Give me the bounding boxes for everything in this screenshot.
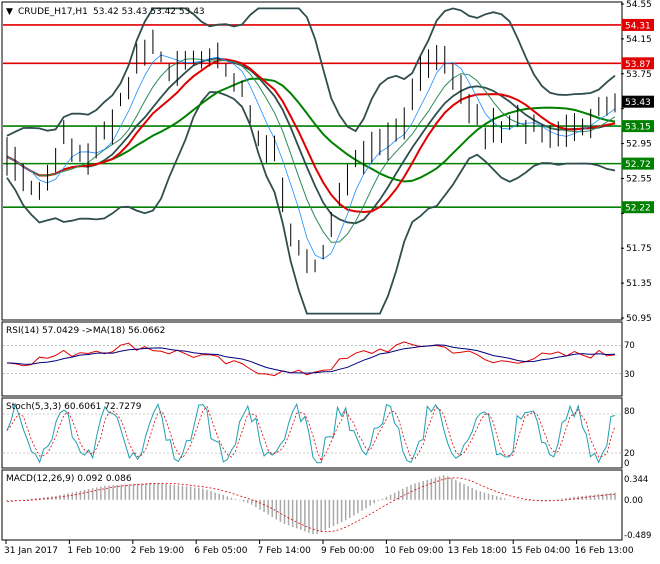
time-tick-label: 10 Feb 09:00 [384,546,443,556]
level-label-0: 54.31 [625,21,651,31]
time-axis: 31 Jan 2017 1 Feb 10:00 2 Feb 19:00 6 Feb 0… [4,540,634,556]
level-tag-0 [622,18,654,31]
last-price-label: 53.43 [625,98,651,108]
level-label-4: 52.22 [625,204,651,214]
level-tag-4 [622,201,654,214]
level-tag-3 [622,157,654,170]
stoch-plot [3,402,621,464]
price-tick-label: 54.15 [626,35,652,45]
time-tick-label: 9 Feb 00:00 [321,546,375,556]
price-axis: 54.55 54.15 53.75 52.95 52.55 51.75 51.35 50.95 [621,0,652,324]
price-tick-label: 51.75 [626,244,652,254]
rsi-plot [3,341,621,377]
last-price-tag [622,95,654,108]
level-label-1: 53.87 [625,60,651,70]
price-tick-label: 54.55 [626,0,652,10]
stoch-level-0: 0 [624,459,629,469]
macd-level-bottom: -0.489 [624,531,651,541]
chart-symbol: CRUDE_H17,H1 [18,7,88,17]
macd-plot [6,475,616,535]
price-plot: 54.31 53.87 53.15 52.72 52.22 53.43 [3,7,654,315]
ohlc-readout: 53.42 53.43 53.42 53.43 [93,7,205,17]
price-tick-label: 52.55 [626,174,652,184]
ma-fast-line [6,58,616,214]
stoch-k-line [6,402,616,464]
time-tick-label: 16 Feb 13:00 [575,546,634,556]
time-tick-label: 2 Feb 19:00 [131,546,185,556]
macd-level-zero: 0.00 [624,496,643,506]
price-tick-label: 50.95 [626,314,652,324]
stoch-level-20: 20 [624,449,635,459]
rsi-label: RSI(14) 57.0429 ->MA(18) 56.0662 [6,326,165,336]
middle-band [6,57,616,225]
stoch-label: Stoch(5,3,3) 60.6061 72.7279 [6,402,142,412]
macd-level-top: 0.344 [624,475,648,485]
time-tick-label: 6 Feb 05:00 [194,546,248,556]
rsi-ma-line [6,344,616,374]
rsi-level-30: 30 [624,370,635,380]
stoch-level-80: 80 [624,407,635,417]
time-tick-label: 1 Feb 10:00 [67,546,121,556]
level-label-3: 52.72 [625,160,651,170]
time-tick-label: 15 Feb 04:00 [511,546,570,556]
upper-band [6,7,616,137]
rsi-level-70: 70 [624,341,635,351]
price-tick-label: 52.95 [626,140,652,150]
price-tick-label: 51.35 [626,279,652,289]
time-tick-label: 31 Jan 2017 [4,546,58,556]
level-label-2: 53.15 [625,123,651,133]
ma-mid-line [6,58,616,243]
macd-panel [1,469,623,541]
rsi-panel [1,321,623,397]
lower-band [6,91,616,315]
macd-label: MACD(12,26,9) 0.092 0.086 [6,474,132,484]
level-tag-2 [622,120,654,133]
collapse-triangle-icon[interactable]: ▼ [6,7,13,17]
macd-signal-line [6,477,616,533]
ma-short-line [6,54,616,260]
time-tick-label: 13 Feb 18:00 [448,546,507,556]
price-tick-label: 53.75 [626,70,652,80]
time-tick-label: 7 Feb 14:00 [258,546,312,556]
level-tag-1 [622,57,654,70]
